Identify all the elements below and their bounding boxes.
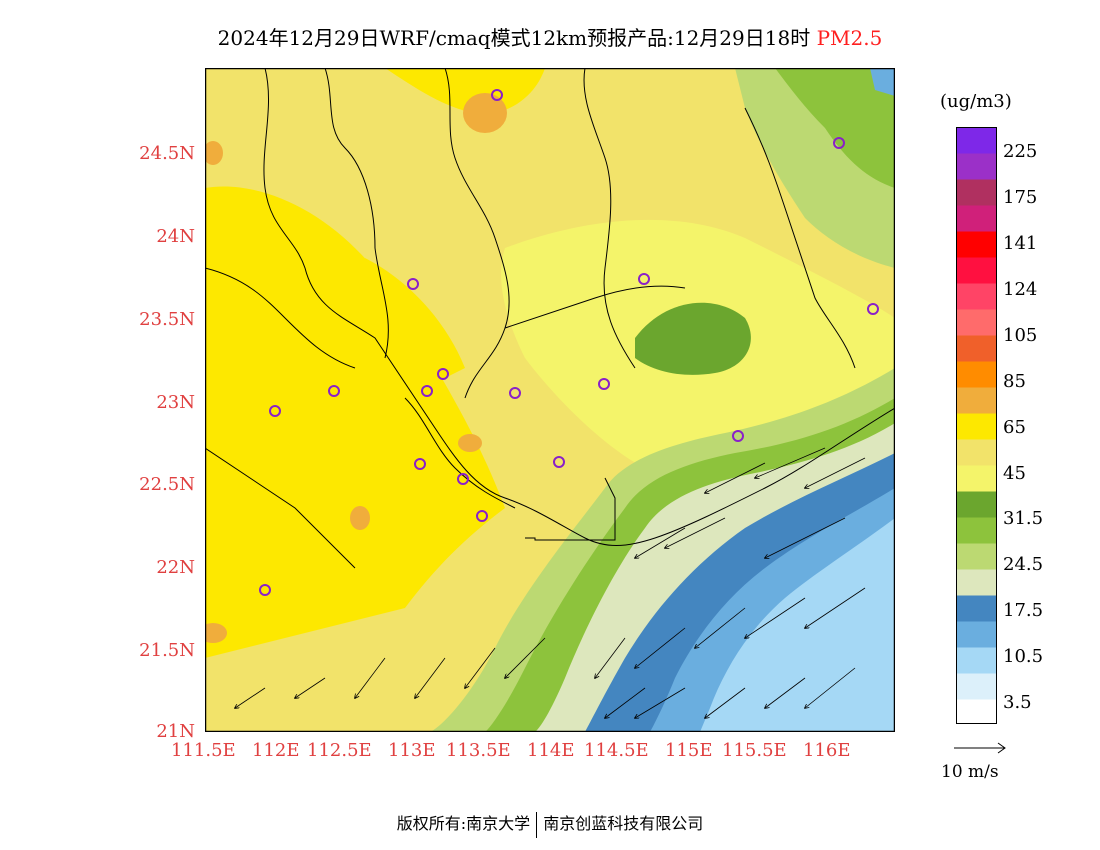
lat-label: 22.5N — [139, 474, 195, 495]
lon-label: 112E — [252, 740, 300, 761]
pm25-concentration-map — [205, 68, 895, 732]
lat-label: 22N — [156, 557, 195, 578]
lon-label: 112.5E — [307, 740, 372, 761]
footer-right: 南京创蓝科技有限公司 — [543, 814, 704, 833]
lon-label: 115.5E — [722, 740, 787, 761]
colorbar — [956, 127, 997, 725]
colorbar-segment — [956, 413, 997, 440]
lon-label: 114.5E — [584, 740, 649, 761]
lat-label: 24.5N — [139, 143, 195, 164]
colorbar-segment — [956, 309, 997, 336]
lon-label: 111.5E — [171, 740, 236, 761]
colorbar-label: 31.5 — [1003, 508, 1044, 529]
wind-reference-label: 10 m/s — [941, 762, 999, 782]
colorbar-segment — [956, 621, 997, 648]
colorbar-label: 225 — [1003, 141, 1038, 162]
lat-label: 23N — [156, 392, 195, 413]
colorbar-label: 124 — [1003, 279, 1038, 300]
title-pollutant: PM2.5 — [816, 26, 883, 50]
colorbar-label: 175 — [1003, 187, 1038, 208]
colorbar-unit: (ug/m3) — [940, 91, 1012, 112]
colorbar-label: 85 — [1003, 371, 1026, 392]
lon-label: 116E — [803, 740, 851, 761]
colorbar-label: 3.5 — [1003, 692, 1032, 713]
colorbar-segment — [956, 595, 997, 622]
lon-label: 115E — [665, 740, 713, 761]
lat-label: 24N — [156, 226, 195, 247]
colorbar-segment — [956, 335, 997, 362]
colorbar-label: 17.5 — [1003, 600, 1044, 621]
wind-reference-arrow — [954, 742, 1006, 754]
colorbar-segment — [956, 699, 997, 725]
colorbar-segment — [956, 569, 997, 596]
colorbar-segment — [956, 231, 997, 258]
colorbar-segment — [956, 439, 997, 466]
footer-divider — [536, 811, 538, 838]
colorbar-segment — [956, 387, 997, 414]
colorbar-segment — [956, 257, 997, 284]
colorbar-label: 10.5 — [1003, 646, 1044, 667]
copyright-footer: 版权所有:南京大学 南京创蓝科技有限公司 — [0, 810, 1100, 838]
colorbar-segment — [956, 127, 997, 154]
colorbar-segment — [956, 491, 997, 518]
colorbar-segment — [956, 647, 997, 674]
colorbar-segment — [956, 205, 997, 232]
colorbar-segment — [956, 283, 997, 310]
colorbar-segment — [956, 517, 997, 544]
colorbar-label: 141 — [1003, 233, 1038, 254]
colorbar-segment — [956, 673, 997, 700]
footer-left: 版权所有:南京大学 — [396, 814, 531, 833]
page-title: 2024年12月29日WRF/cmaq模式12km预报产品:12月29日18时 … — [0, 22, 1100, 51]
colorbar-segment — [956, 361, 997, 388]
lat-label: 21N — [156, 721, 195, 742]
colorbar-segment — [956, 153, 997, 180]
colorbar-label: 105 — [1003, 325, 1038, 346]
lon-label: 113.5E — [446, 740, 511, 761]
lon-label: 114E — [527, 740, 575, 761]
lon-label: 113E — [388, 740, 436, 761]
colorbar-segment — [956, 179, 997, 206]
colorbar-label: 65 — [1003, 417, 1026, 438]
lat-label: 23.5N — [139, 309, 195, 330]
colorbar-segment — [956, 543, 997, 570]
colorbar-label: 24.5 — [1003, 554, 1044, 575]
colorbar-segment — [956, 465, 997, 492]
title-main: 2024年12月29日WRF/cmaq模式12km预报产品:12月29日18时 — [217, 26, 811, 50]
colorbar-label: 45 — [1003, 463, 1026, 484]
lat-label: 21.5N — [139, 640, 195, 661]
